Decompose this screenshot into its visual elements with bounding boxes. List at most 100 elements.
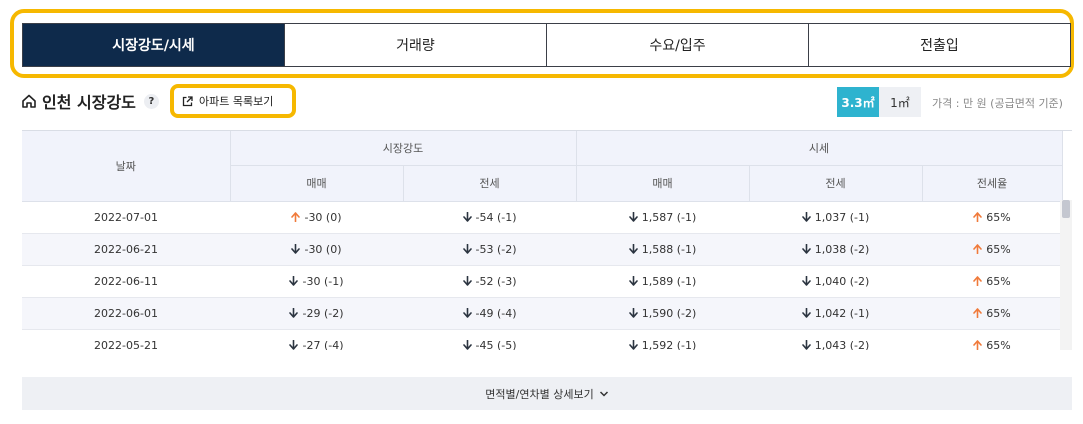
table-row: 2022-06-21 -30 (0) -53 (-2) 1,588 (-1) 1,038… [22, 233, 1063, 266]
value-text: 1,592 (-1) [641, 338, 697, 351]
apt-button-highlight: 아파트 목록보기 [170, 84, 296, 118]
value-cell: 65% [922, 329, 1063, 351]
value-cell: 1,590 (-2) [576, 297, 750, 330]
arrow-down-icon [462, 339, 472, 350]
date-cell: 2022-05-21 [22, 329, 230, 350]
value-text: 1,588 (-1) [641, 242, 697, 256]
arrow-down-icon [291, 243, 301, 254]
table-scrollbar[interactable] [1060, 200, 1072, 350]
value-text: 1,589 (-1) [641, 274, 697, 288]
value-cell: 1,040 (-2) [749, 265, 923, 298]
arrow-down-icon [462, 275, 472, 286]
arrow-up-icon [973, 339, 983, 350]
value-text: -30 (-1) [302, 274, 344, 288]
scroll-thumb[interactable] [1062, 200, 1070, 218]
arrow-down-icon [289, 275, 299, 286]
arrow-down-icon [801, 339, 811, 350]
help-icon[interactable]: ? [143, 93, 159, 109]
table-row: 2022-07-01 -30 (0) -54 (-1) 1,587 (-1) 1,037… [22, 201, 1063, 234]
value-text: 65% [986, 242, 1011, 256]
chevron-down-icon [599, 390, 608, 397]
arrow-up-icon [973, 275, 983, 286]
arrow-down-icon [628, 243, 638, 254]
value-text: 1,040 (-2) [814, 274, 870, 288]
value-text: -53 (-2) [475, 242, 517, 256]
value-text: -54 (-1) [475, 210, 517, 224]
value-cell: -45 (-5) [403, 329, 577, 351]
value-cell: 1,042 (-1) [749, 297, 923, 330]
value-cell: -53 (-2) [403, 233, 577, 266]
date-cell: 2022-06-01 [22, 297, 230, 330]
sub-header: 매매 [230, 165, 404, 202]
detail-view-button[interactable]: 면적별/연차별 상세보기 [22, 377, 1072, 410]
table-row: 2022-05-21 -27 (-4) -45 (-5) 1,592 (-1) 1,04… [22, 329, 1063, 351]
tab-1[interactable]: 거래량 [284, 24, 546, 66]
sub-header: 전세율 [922, 165, 1063, 202]
main-tabs: 시장강도/시세 거래량 수요/입주 전출입 [22, 23, 1071, 67]
value-cell: 1,037 (-1) [749, 201, 923, 234]
arrow-down-icon [801, 211, 811, 222]
value-text: -29 (-2) [302, 306, 344, 320]
value-cell: 1,589 (-1) [576, 265, 750, 298]
value-cell: 1,043 (-2) [749, 329, 923, 351]
market-price-header: 시세 [576, 131, 1063, 166]
value-cell: 65% [922, 297, 1063, 330]
value-cell: -30 (-1) [230, 265, 403, 298]
value-text: -49 (-4) [475, 306, 517, 320]
date-cell: 2022-06-11 [22, 265, 230, 298]
value-cell: -27 (-4) [230, 329, 403, 350]
arrow-up-icon [973, 211, 983, 222]
value-text: 1,043 (-2) [814, 338, 870, 351]
tabs-highlight [10, 9, 1074, 78]
price-note: 가격 : 만 원 (공급면적 기준) [932, 97, 1063, 110]
value-text: 65% [986, 306, 1011, 320]
value-text: -45 (-5) [475, 338, 517, 351]
tab-3[interactable]: 전출입 [808, 24, 1070, 66]
value-text: 1,038 (-2) [814, 242, 870, 256]
arrow-up-icon [973, 243, 983, 254]
value-text: 65% [986, 338, 1011, 351]
value-cell: -54 (-1) [403, 201, 577, 234]
value-cell: 65% [922, 265, 1063, 298]
arrow-down-icon [801, 243, 811, 254]
arrow-down-icon [801, 275, 811, 286]
arrow-down-icon [628, 211, 638, 222]
arrow-down-icon [289, 339, 299, 350]
home-icon [22, 94, 36, 108]
detail-view-label: 면적별/연차별 상세보기 [485, 387, 594, 401]
value-text: 65% [986, 210, 1011, 224]
date-header: 날짜 [22, 131, 231, 202]
value-cell: -30 (0) [230, 233, 403, 266]
value-text: 1,042 (-1) [814, 306, 870, 320]
value-cell: -30 (0) [230, 201, 403, 234]
value-cell: -49 (-4) [403, 297, 577, 330]
unit-toggle: 3.3㎡ 1㎡ [837, 87, 921, 117]
tab-2[interactable]: 수요/입주 [546, 24, 808, 66]
value-cell: 65% [922, 201, 1063, 234]
table-row: 2022-06-01 -29 (-2) -49 (-4) 1,590 (-2) 1,04… [22, 297, 1063, 330]
value-cell: 65% [922, 233, 1063, 266]
value-cell: 1,587 (-1) [576, 201, 750, 234]
value-cell: 1,592 (-1) [576, 329, 750, 351]
sub-header: 전세 [749, 165, 923, 202]
value-text: -52 (-3) [475, 274, 517, 288]
arrow-down-icon [462, 243, 472, 254]
value-text: -30 (0) [304, 242, 342, 256]
arrow-down-icon [801, 307, 811, 318]
page-title: 인천 시장강도 [42, 93, 136, 112]
table-row: 2022-06-11 -30 (-1) -52 (-3) 1,589 (-1) 1,04… [22, 265, 1063, 298]
arrow-down-icon [462, 307, 472, 318]
value-text: -27 (-4) [302, 338, 344, 351]
value-cell: -52 (-3) [403, 265, 577, 298]
arrow-down-icon [462, 211, 472, 222]
date-cell: 2022-06-21 [22, 233, 230, 266]
unit-3-3-button[interactable]: 3.3㎡ [837, 87, 879, 117]
arrow-down-icon [289, 307, 299, 318]
section-header: 인천 시장강도 ? [22, 90, 159, 112]
apartment-list-button[interactable]: 아파트 목록보기 [178, 92, 288, 110]
unit-1-button[interactable]: 1㎡ [879, 87, 921, 117]
value-text: -30 (0) [304, 210, 342, 224]
tab-0[interactable]: 시장강도/시세 [23, 24, 284, 66]
arrow-up-icon [973, 307, 983, 318]
value-text: 1,587 (-1) [641, 210, 697, 224]
